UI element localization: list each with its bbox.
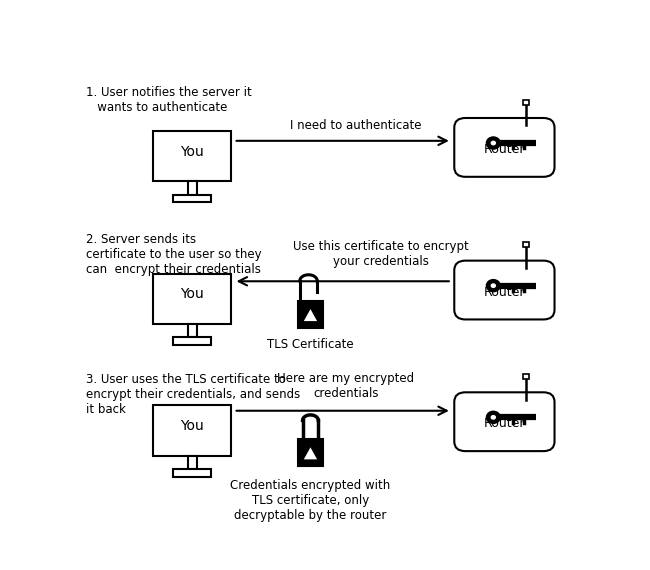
Text: Router: Router (484, 143, 525, 156)
Text: 1. User notifies the server it
   wants to authenticate: 1. User notifies the server it wants to … (86, 86, 252, 114)
Circle shape (491, 283, 496, 288)
Polygon shape (173, 469, 211, 477)
FancyBboxPatch shape (454, 260, 554, 319)
Text: TLS Certificate: TLS Certificate (267, 339, 354, 351)
Text: 3. User uses the TLS certificate to
encrypt their credentials, and sends
it back: 3. User uses the TLS certificate to encr… (86, 373, 300, 417)
FancyBboxPatch shape (454, 118, 554, 177)
Polygon shape (188, 181, 196, 194)
Polygon shape (298, 439, 322, 466)
Text: I need to authenticate: I need to authenticate (290, 119, 422, 132)
Text: You: You (180, 287, 204, 302)
Circle shape (487, 137, 500, 149)
Text: Credentials encrypted with
TLS certificate, only
decryptable by the router: Credentials encrypted with TLS certifica… (230, 479, 391, 522)
Text: 2. Server sends its
certificate to the user so they
can  encrypt their credentia: 2. Server sends its certificate to the u… (86, 233, 262, 276)
Text: Use this certificate to encrypt
your credentials: Use this certificate to encrypt your cre… (293, 240, 469, 268)
Text: Router: Router (484, 417, 525, 430)
Polygon shape (523, 242, 529, 247)
Polygon shape (303, 446, 318, 460)
Polygon shape (153, 405, 231, 456)
Polygon shape (153, 274, 231, 324)
Polygon shape (173, 194, 211, 202)
Text: You: You (180, 145, 204, 159)
Text: You: You (180, 419, 204, 433)
Circle shape (487, 412, 500, 423)
Polygon shape (173, 337, 211, 345)
Polygon shape (298, 300, 322, 328)
Polygon shape (523, 100, 529, 105)
FancyBboxPatch shape (454, 392, 554, 451)
Text: Router: Router (484, 286, 525, 299)
Circle shape (491, 141, 496, 145)
Polygon shape (523, 374, 529, 379)
Text: Here are my encrypted
credentials: Here are my encrypted credentials (277, 372, 414, 400)
Polygon shape (303, 308, 318, 322)
Polygon shape (153, 131, 231, 181)
Circle shape (491, 415, 496, 420)
Polygon shape (188, 324, 196, 337)
Polygon shape (188, 456, 196, 469)
Circle shape (487, 280, 500, 291)
